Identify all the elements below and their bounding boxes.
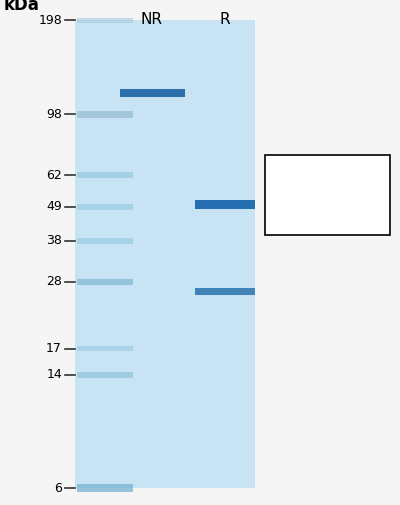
Bar (265, 155, 390, 235)
Text: R: R (220, 12, 230, 27)
Text: 198: 198 (38, 14, 62, 26)
Text: 2.5 μg loading: 2.5 μg loading (273, 165, 363, 178)
Text: NR = Non-reduced: NR = Non-reduced (273, 189, 390, 201)
Bar (75, 20, 255, 488)
Text: 14: 14 (46, 368, 62, 381)
Bar (77, 238, 133, 244)
Text: 38: 38 (46, 234, 62, 247)
Bar (77, 18, 133, 23)
Bar (195, 288, 255, 295)
Bar (77, 372, 133, 378)
Text: 6: 6 (54, 481, 62, 494)
Text: 28: 28 (46, 275, 62, 288)
Text: 17: 17 (46, 342, 62, 355)
Bar (195, 199, 255, 209)
Bar (77, 172, 133, 178)
Bar (77, 204, 133, 210)
Bar (77, 279, 133, 285)
Text: 98: 98 (46, 108, 62, 121)
Text: NR: NR (141, 12, 163, 27)
Bar (77, 484, 133, 492)
Text: 62: 62 (46, 169, 62, 182)
Text: 49: 49 (46, 200, 62, 214)
Bar (77, 346, 133, 351)
Text: kDa: kDa (4, 0, 40, 14)
Bar (77, 111, 133, 118)
Text: R = Reduced: R = Reduced (273, 213, 355, 225)
Bar (120, 89, 185, 97)
